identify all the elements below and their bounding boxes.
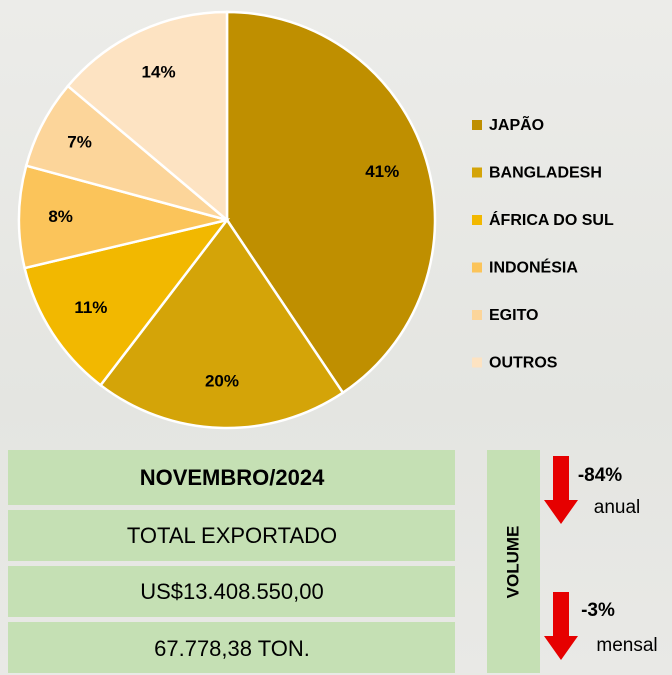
change-value: -3% <box>581 600 615 621</box>
pie-slice <box>23 217 231 387</box>
change-period: mensal <box>596 635 657 656</box>
table-cell <box>8 566 455 617</box>
legend-label: OUTROS <box>489 355 558 372</box>
legend: JAPÃO BANGLADESH ÁFRICA DO SUL INDONÉSIA EGI… <box>472 114 614 372</box>
pie-slice <box>66 10 229 223</box>
volume-block: VOLUME -84% anual -3% mensal <box>487 450 658 673</box>
data-label: 20% <box>205 372 239 391</box>
table-cell <box>8 450 455 505</box>
down-arrow <box>544 456 578 524</box>
legend-swatch <box>472 120 482 130</box>
change-value: -84% <box>578 465 622 486</box>
table-cell <box>8 510 455 561</box>
data-label: 14% <box>142 62 176 81</box>
legend-swatch <box>472 215 482 225</box>
data-label: 8% <box>48 207 73 226</box>
period: NOVEMBRO/2024 <box>140 465 325 490</box>
data-label: 11% <box>74 298 107 317</box>
table-cell <box>8 622 455 673</box>
row: US$13.408.550,00 <box>140 579 324 604</box>
data-label: 41% <box>365 162 399 181</box>
legend-swatch <box>472 357 482 368</box>
legend-swatch <box>472 310 482 320</box>
legend-label: JAPÃO <box>489 114 544 134</box>
row: TOTAL EXPORTADO <box>127 523 337 548</box>
pie-slice <box>225 10 437 395</box>
legend-swatch <box>472 167 482 178</box>
pie-slice <box>17 164 228 270</box>
down-arrow <box>544 592 578 660</box>
legend-label: ÁFRICA DO SUL <box>489 210 614 229</box>
change-period: anual <box>594 497 641 518</box>
legend-swatch <box>472 262 482 273</box>
volume-cell <box>487 450 540 673</box>
summary-table: NOVEMBRO/2024 TOTAL EXPORTADO US$13.408.… <box>8 450 455 673</box>
legend-label: EGITO <box>489 307 539 324</box>
legend-label: INDONÉSIA <box>489 258 578 277</box>
pie: 41% 20% 11% 8% 7% 14% <box>17 10 437 430</box>
row: 67.778,38 TON. <box>154 636 310 661</box>
volume-label: VOLUME <box>503 526 522 599</box>
pie-slice <box>98 217 345 430</box>
legend-label: BANGLADESH <box>489 165 602 182</box>
data-label: 7% <box>67 132 92 151</box>
